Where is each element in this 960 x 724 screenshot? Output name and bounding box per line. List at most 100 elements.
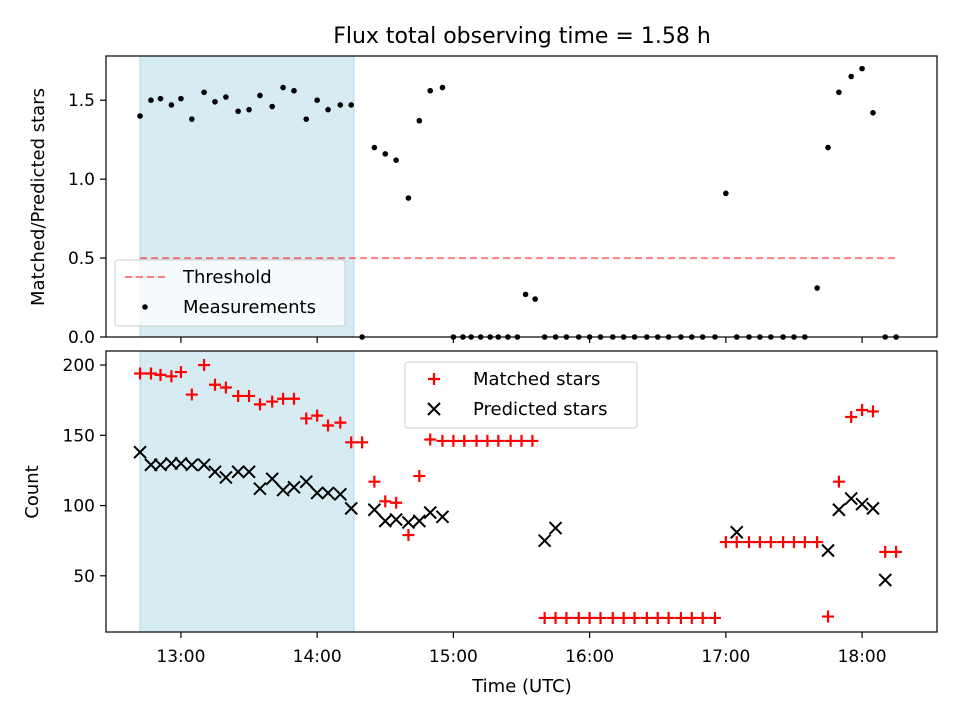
measurement-point bbox=[223, 94, 229, 100]
matched-stars-point bbox=[185, 388, 198, 401]
matched-stars-point bbox=[277, 392, 290, 405]
ratio-panel: 0.0 0.5 1.0 1.5 Matched/Predicted stars Thr… bbox=[28, 55, 938, 348]
measurement-point bbox=[371, 144, 378, 151]
matched-stars-point bbox=[617, 611, 630, 624]
y-tick-label: 1.5 bbox=[68, 91, 95, 111]
predicted-stars-point bbox=[265, 472, 279, 486]
matched-stars-point bbox=[890, 545, 903, 558]
matched-stars-point bbox=[253, 398, 266, 411]
predicted-stars-point bbox=[299, 474, 313, 489]
predicted-stars-point bbox=[378, 514, 392, 528]
measurement-point bbox=[848, 73, 854, 80]
matched-stars-series bbox=[134, 359, 903, 624]
predicted-stars-point bbox=[164, 456, 179, 471]
matched-stars-point bbox=[777, 536, 790, 549]
predicted-stars-point bbox=[287, 480, 301, 494]
matched-stars-point bbox=[730, 536, 743, 549]
predicted-stars-point bbox=[185, 458, 199, 472]
predicted-stars-point bbox=[730, 525, 744, 539]
y-tick-label: 100 bbox=[63, 497, 95, 517]
measurement-point bbox=[189, 116, 195, 122]
y-tick-label: 200 bbox=[63, 356, 95, 376]
matched-stars-point bbox=[144, 367, 157, 380]
legend-measurements-swatch bbox=[142, 304, 148, 310]
matched-stars-point bbox=[447, 434, 460, 447]
matched-stars-point bbox=[515, 434, 528, 447]
matched-stars-point bbox=[719, 536, 732, 549]
matched-stars-point bbox=[832, 475, 845, 488]
matched-stars-point bbox=[811, 536, 824, 549]
matched-stars-point bbox=[311, 409, 324, 422]
matched-stars-point bbox=[549, 611, 562, 624]
predicted-stars-point bbox=[321, 486, 335, 500]
measurement-point bbox=[859, 65, 865, 72]
y-tick-label: 50 bbox=[73, 567, 95, 587]
predicted-stars-point bbox=[133, 445, 147, 459]
matched-stars-point bbox=[504, 434, 517, 447]
measurement-point bbox=[235, 108, 241, 115]
predicted-stars-point bbox=[866, 501, 880, 516]
ratio-legend-box bbox=[114, 259, 346, 327]
shaded-span-rect bbox=[139, 350, 355, 633]
measurement-point bbox=[269, 103, 276, 110]
predicted-stars-point bbox=[174, 456, 188, 471]
matched-stars-point bbox=[266, 395, 279, 408]
x-tick-label: 16:00 bbox=[565, 647, 614, 667]
measurement-point bbox=[325, 106, 331, 113]
measurement-point bbox=[137, 113, 143, 119]
matched-stars-point bbox=[300, 412, 313, 425]
predicted-stars-point bbox=[231, 465, 245, 479]
measurement-point bbox=[201, 89, 207, 96]
matched-stars-point bbox=[866, 405, 879, 418]
measurement-point bbox=[416, 117, 423, 124]
matched-stars-point bbox=[219, 381, 232, 394]
legend-predicted-swatch bbox=[427, 402, 441, 416]
matched-stars-point bbox=[583, 611, 596, 624]
measurement-point bbox=[246, 106, 252, 113]
count-y-axis-label: Count bbox=[22, 465, 43, 518]
matched-stars-point bbox=[845, 411, 858, 424]
matched-stars-point bbox=[379, 495, 392, 508]
matched-stars-point bbox=[470, 434, 483, 447]
matched-stars-point bbox=[685, 611, 698, 624]
legend-predicted-label: Predicted stars bbox=[473, 399, 607, 420]
measurement-point bbox=[257, 92, 263, 99]
measurement-point bbox=[157, 95, 164, 102]
matched-stars-point bbox=[538, 611, 551, 624]
predicted-stars-point bbox=[412, 514, 427, 528]
predicted-stars-point bbox=[367, 503, 382, 517]
matched-stars-point bbox=[572, 611, 585, 624]
matched-stars-point bbox=[134, 367, 147, 380]
matched-stars-point bbox=[708, 611, 721, 624]
predicted-stars-point bbox=[537, 533, 552, 548]
matched-stars-point bbox=[753, 536, 766, 549]
y-tick-label: 0.0 bbox=[68, 328, 95, 348]
matched-stars-point bbox=[526, 434, 539, 447]
matched-stars-point bbox=[165, 370, 178, 383]
chart-title: Flux total observing time = 1.58 h bbox=[333, 24, 711, 49]
predicted-stars-point bbox=[878, 573, 892, 587]
predicted-stars-point bbox=[219, 470, 233, 485]
predicted-stars-point bbox=[253, 481, 267, 496]
measurement-point bbox=[405, 195, 412, 201]
predicted-stars-point bbox=[855, 497, 869, 511]
matched-stars-point bbox=[822, 610, 835, 623]
count-panel: 50 100 150 200 13:00 14:00 15:00 16:00 17:00 18:0… bbox=[22, 350, 938, 697]
matched-stars-point bbox=[674, 611, 687, 624]
predicted-stars-point bbox=[832, 503, 846, 517]
matched-stars-point bbox=[594, 611, 607, 624]
legend-measurements-label: Measurements bbox=[183, 297, 316, 318]
predicted-stars-point bbox=[197, 458, 211, 472]
predicted-stars-point bbox=[153, 458, 168, 472]
x-tick-label: 18:00 bbox=[838, 647, 887, 667]
matched-stars-point bbox=[368, 475, 381, 488]
predicted-stars-point bbox=[144, 458, 158, 472]
matched-stars-point bbox=[492, 434, 505, 447]
y-tick-label: 1.0 bbox=[68, 170, 95, 190]
matched-stars-point bbox=[481, 434, 494, 447]
x-tick-label: 17:00 bbox=[701, 647, 750, 667]
predicted-stars-point bbox=[208, 465, 222, 479]
legend-matched-label: Matched stars bbox=[473, 369, 600, 390]
matched-stars-point bbox=[662, 611, 675, 624]
measurement-point bbox=[168, 102, 175, 108]
